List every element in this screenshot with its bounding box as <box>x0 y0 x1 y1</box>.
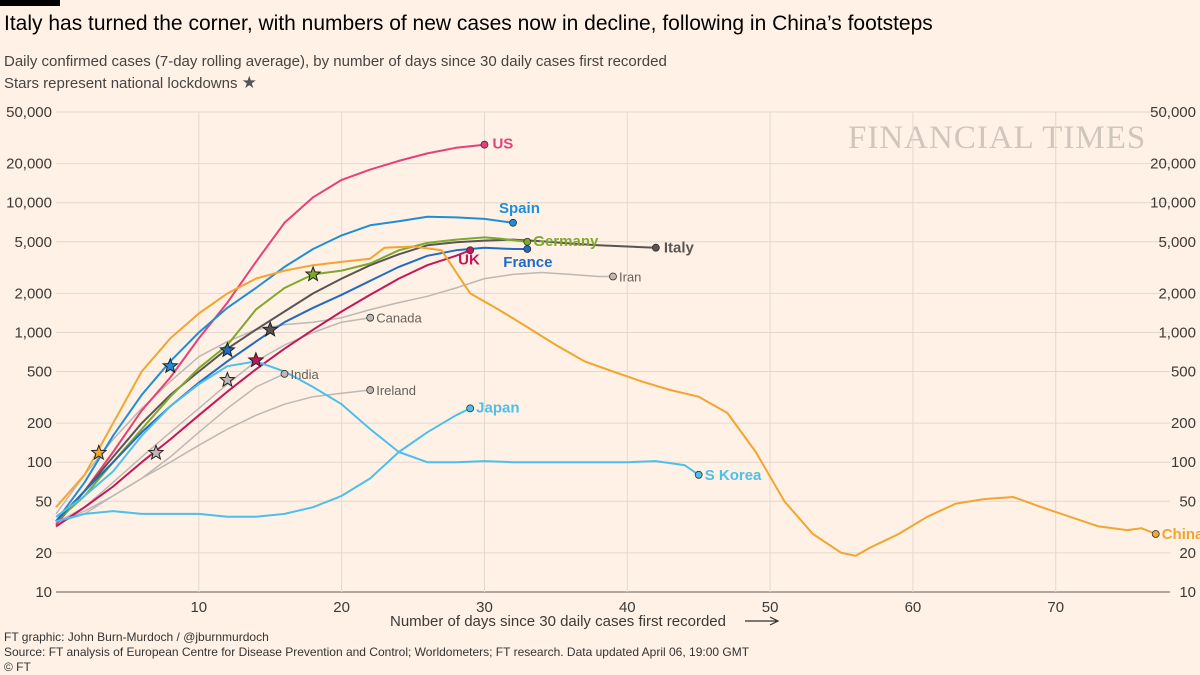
chart-subtitle: Daily confirmed cases (7-day rolling ave… <box>4 51 667 94</box>
y-tick-label-left: 500 <box>27 364 52 381</box>
end-marker-japan <box>466 404 475 413</box>
x-tick-label: 20 <box>333 599 350 616</box>
x-tick-label: 30 <box>476 599 493 616</box>
series-label-iran: Iran <box>619 269 641 284</box>
lockdown-star-icon <box>147 444 165 461</box>
series-label-germany: Germany <box>533 233 599 250</box>
ft-watermark: FINANCIAL TIMES <box>848 120 1147 156</box>
ft-brand-tab <box>0 0 60 6</box>
series-line-india <box>55 373 285 524</box>
series-label-india: India <box>291 367 320 382</box>
series-line-china <box>55 245 1157 557</box>
series-line-ireland <box>55 389 371 524</box>
chart-footer: FT graphic: John Burn-Murdoch / @jburnmu… <box>4 630 749 675</box>
y-tick-label-right: 2,000 <box>1158 285 1196 302</box>
series-line-italy <box>55 238 656 523</box>
lockdown-star-icon <box>247 351 265 368</box>
star-icon: ★ <box>241 73 257 92</box>
subtitle-lockdown-note: Stars represent national lockdowns <box>4 75 238 92</box>
highlighted-country-lines <box>55 143 1157 557</box>
y-tick-label-left: 100 <box>27 454 52 471</box>
chart-title: Italy has turned the corner, with number… <box>4 12 933 35</box>
series-label-uk: UK <box>458 251 480 268</box>
series-label-italy: Italy <box>664 240 695 257</box>
subtitle-line-2: Stars represent national lockdowns ★ <box>4 72 667 94</box>
series-line-germany <box>55 236 528 523</box>
y-tick-label-right: 10 <box>1179 584 1196 601</box>
series-label-us: US <box>492 136 513 153</box>
x-axis-labels: 10 20 30 40 50 60 70 <box>190 599 1064 616</box>
series-line-s-korea <box>55 360 700 518</box>
x-tick-label: 50 <box>762 599 779 616</box>
y-tick-label-right: 5,000 <box>1158 234 1196 251</box>
y-tick-label-right: 20,000 <box>1150 156 1196 173</box>
x-axis-arrow-icon <box>745 616 780 626</box>
lockdown-star-icon <box>90 443 108 461</box>
end-marker-france <box>523 245 532 253</box>
y-tick-label-right: 200 <box>1171 415 1196 432</box>
series-label-japan: Japan <box>476 399 519 416</box>
x-tick-label: 70 <box>1047 599 1064 616</box>
series-line-iran <box>55 271 613 515</box>
series-line-canada <box>55 316 371 524</box>
y-tick-label-right: 10,000 <box>1150 195 1196 212</box>
end-marker-ireland <box>366 386 375 394</box>
y-tick-label-right: 1,000 <box>1158 324 1196 341</box>
x-tick-label: 60 <box>905 599 922 616</box>
footer-copyright: © FT <box>4 660 31 674</box>
lockdown-star-icon <box>304 265 322 282</box>
end-marker-us <box>480 140 489 149</box>
y-axis-left-labels: 10 20 50 100 200 500 1,000 2,000 5,000 10,000 20,0… <box>6 104 52 601</box>
y-tick-label-left: 10 <box>35 584 52 601</box>
y-tick-label-left: 10,000 <box>6 195 52 212</box>
lockdown-star-icon <box>261 320 279 337</box>
x-axis-title: Number of days since 30 daily cases firs… <box>390 613 726 630</box>
end-marker-s-korea <box>694 470 703 479</box>
end-marker-canada <box>366 313 375 322</box>
y-tick-label-left: 20 <box>35 545 52 562</box>
footer-credit: FT graphic: John Burn-Murdoch / @jburnmu… <box>4 630 269 644</box>
lockdown-star-icon <box>218 371 236 388</box>
series-label-france: France <box>503 254 552 271</box>
y-tick-label-right: 100 <box>1171 454 1196 471</box>
series-label-canada: Canada <box>376 311 422 326</box>
end-marker-china <box>1151 530 1160 538</box>
x-tick-label: 40 <box>619 599 636 616</box>
y-tick-label-left: 20,000 <box>6 156 52 173</box>
y-tick-label-right: 20 <box>1179 545 1196 562</box>
series-label-s-korea: S Korea <box>705 467 762 484</box>
series-end-markers: Iran Canada India Ireland US Spain Italy German… <box>280 136 1200 543</box>
end-marker-india <box>280 369 289 378</box>
series-line-us <box>55 143 485 526</box>
y-axis-right-labels: 10 20 50 100 200 500 1,000 2,000 5,000 10,000 20,0… <box>1150 104 1196 601</box>
lockdown-stars <box>90 265 322 461</box>
subtitle-line-1: Daily confirmed cases (7-day rolling ave… <box>4 53 667 70</box>
y-tick-label-left: 50,000 <box>6 104 52 121</box>
end-marker-spain <box>509 218 517 227</box>
y-tick-label-right: 500 <box>1171 364 1196 381</box>
end-marker-uk <box>466 246 475 255</box>
x-tick-label: 10 <box>190 599 207 616</box>
series-line-spain <box>55 215 514 522</box>
y-tick-label-left: 2,000 <box>14 285 52 302</box>
y-tick-label-left: 200 <box>27 415 52 432</box>
series-label-ireland: Ireland <box>376 383 416 398</box>
y-tick-label-right: 50,000 <box>1150 104 1196 121</box>
series-line-uk <box>55 249 471 528</box>
lockdown-star-icon <box>161 357 179 374</box>
series-label-spain: Spain <box>499 200 540 217</box>
end-marker-germany <box>523 237 532 246</box>
series-label-china: China <box>1162 526 1200 543</box>
end-marker-italy <box>651 243 660 252</box>
end-marker-iran <box>609 272 617 281</box>
footer-source: Source: FT analysis of European Centre f… <box>4 645 750 659</box>
lockdown-star-icon <box>218 341 236 358</box>
y-tick-label-left: 50 <box>35 493 52 510</box>
series-line-france <box>55 246 528 523</box>
y-tick-label-left: 5,000 <box>14 234 52 251</box>
y-tick-label-left: 1,000 <box>14 324 52 341</box>
y-tick-label-right: 50 <box>1179 493 1196 510</box>
series-line-japan <box>55 407 471 523</box>
